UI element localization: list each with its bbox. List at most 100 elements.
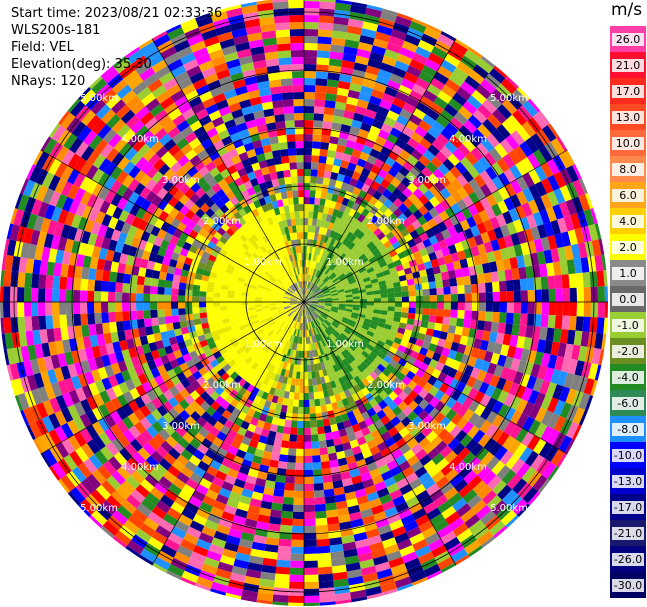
velocity-gate: [195, 507, 211, 520]
velocity-gate: [44, 204, 56, 220]
velocity-gate: [465, 438, 479, 452]
velocity-gate: [336, 87, 350, 97]
velocity-gate: [316, 341, 322, 349]
velocity-gate: [320, 273, 327, 281]
velocity-gate: [57, 352, 68, 368]
velocity-gate: [393, 386, 403, 397]
velocity-gate: [157, 316, 166, 325]
velocity-gate: [381, 162, 392, 173]
velocity-gate: [247, 359, 256, 368]
velocity-gate: [388, 346, 398, 355]
velocity-gate: [149, 122, 164, 136]
velocity-gate: [580, 331, 590, 347]
velocity-gate: [247, 423, 257, 433]
velocity-gate: [122, 273, 132, 284]
velocity-gate: [13, 240, 24, 258]
velocity-gate: [403, 347, 413, 357]
velocity-gate: [304, 232, 308, 240]
velocity-gate: [336, 450, 346, 460]
velocity-gate: [39, 329, 49, 344]
velocity-gate: [352, 307, 360, 311]
velocity-gate: [258, 374, 266, 384]
velocity-gate: [445, 397, 457, 409]
velocity-gate: [473, 416, 486, 430]
velocity-gate: [195, 405, 206, 417]
velocity-gate: [312, 378, 318, 386]
velocity-gate: [283, 298, 291, 301]
velocity-gate: [260, 457, 271, 467]
velocity-gate: [317, 362, 323, 371]
velocity-gate: [414, 283, 423, 291]
velocity-gate: [149, 486, 165, 501]
velocity-gate: [278, 375, 285, 384]
velocity-gate: [308, 322, 312, 330]
velocity-gate: [396, 411, 408, 422]
velocity-gate: [479, 253, 489, 265]
velocity-gate: [373, 367, 383, 377]
velocity-gate: [421, 372, 432, 383]
velocity-gate: [213, 453, 225, 465]
velocity-gate: [299, 385, 304, 393]
velocity-gate: [64, 351, 75, 366]
velocity-gate: [304, 392, 310, 400]
velocity-gate: [202, 371, 212, 382]
velocity-gate: [296, 282, 300, 289]
velocity-gate: [378, 399, 388, 410]
velocity-gate: [554, 233, 565, 249]
velocity-gate: [206, 291, 214, 298]
velocity-gate: [505, 280, 514, 292]
velocity-gate: [94, 234, 105, 248]
velocity-gate: [526, 313, 535, 327]
velocity-gate: [450, 309, 458, 319]
velocity-gate: [269, 247, 276, 256]
velocity-gate: [323, 330, 329, 338]
velocity-gate: [238, 208, 247, 218]
velocity-gate: [376, 184, 387, 195]
velocity-gate: [287, 278, 293, 286]
velocity-gate: [327, 316, 335, 322]
velocity-gate: [320, 313, 328, 319]
velocity-gate: [226, 498, 240, 509]
velocity-gate: [561, 274, 570, 289]
velocity-gate: [294, 291, 300, 297]
velocity-gate: [395, 332, 404, 340]
velocity-gate: [182, 263, 191, 272]
velocity-gate: [141, 497, 156, 512]
velocity-gate: [105, 203, 117, 217]
velocity-gate: [265, 225, 273, 234]
velocity-gate: [260, 571, 276, 581]
velocity-gate: [267, 267, 275, 274]
velocity-gate: [232, 327, 241, 334]
velocity-gate: [476, 273, 486, 284]
velocity-gate: [134, 364, 145, 377]
velocity-gate: [189, 71, 205, 84]
velocity-gate: [244, 518, 258, 528]
velocity-gate: [461, 384, 473, 397]
velocity-gate: [316, 538, 330, 547]
velocity-gate: [129, 387, 141, 400]
velocity-gate: [414, 313, 423, 321]
velocity-gate: [191, 421, 203, 433]
velocity-gate: [294, 306, 300, 313]
velocity-gate: [564, 150, 575, 166]
velocity-gate: [552, 432, 566, 449]
velocity-gate: [268, 340, 276, 348]
velocity-gate: [540, 352, 551, 368]
velocity-gate: [140, 478, 155, 493]
velocity-gate: [499, 302, 507, 313]
velocity-gate: [401, 218, 412, 228]
velocity-gate: [299, 322, 302, 330]
velocity-gate: [294, 329, 299, 337]
velocity-gate: [339, 235, 346, 244]
velocity-gate: [328, 313, 336, 318]
velocity-gate: [415, 46, 432, 59]
velocity-gate: [157, 309, 165, 318]
velocity-gate: [317, 303, 325, 306]
velocity-gate: [9, 224, 21, 241]
velocity-gate: [112, 341, 122, 353]
velocity-gate: [266, 258, 274, 266]
velocity-gate: [361, 208, 370, 218]
velocity-gate: [309, 282, 313, 290]
velocity-gate: [189, 472, 203, 484]
velocity-gate: [113, 138, 128, 153]
